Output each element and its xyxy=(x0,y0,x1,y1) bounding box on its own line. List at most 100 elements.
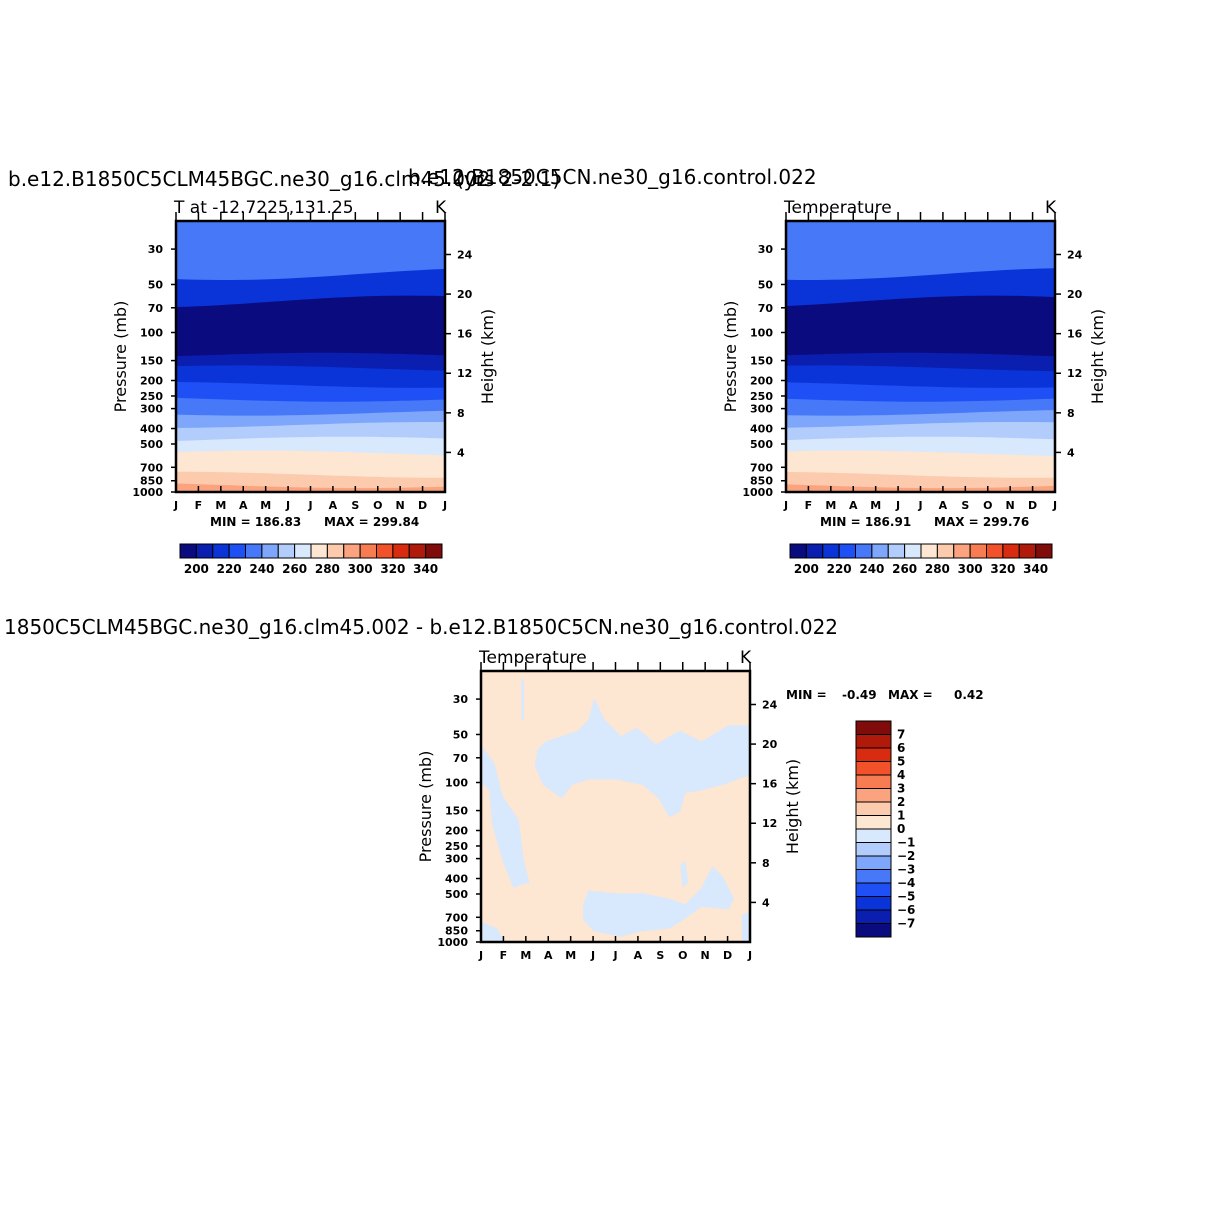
left-min-label: MIN = 186.83 xyxy=(210,515,301,529)
right-colorbar-box xyxy=(871,543,889,559)
right-min-label: MIN = 186.91 xyxy=(820,515,911,529)
diff-xtick-label: S xyxy=(656,949,664,962)
diff-htick-label: 4 xyxy=(762,896,770,909)
right-xtick-label: F xyxy=(805,499,813,512)
diff-colorbar-box xyxy=(855,923,892,938)
diff-colorbar-box xyxy=(855,747,892,762)
diff-xtick-label: M xyxy=(520,949,531,962)
right-ylabel-height: Height (km) xyxy=(1088,309,1107,404)
diff-ptick-label: 700 xyxy=(445,911,468,924)
right-field xyxy=(786,221,1055,492)
diff-colorbar-box xyxy=(855,761,892,776)
diff-negative-region xyxy=(741,911,750,942)
diff-colorbar-label: −4 xyxy=(897,876,915,890)
diff-colorbar-box xyxy=(855,774,892,789)
right-units: K xyxy=(1045,198,1057,218)
left-xtick-label: S xyxy=(351,499,359,512)
diff-colorbar-box xyxy=(855,909,892,924)
left-subtitle: T at -12.7225,131.25 xyxy=(173,198,354,218)
left-colorbar-box xyxy=(195,543,214,559)
right-run-title: b.e12.B1850C5CN.ne30_g16.control.022 xyxy=(408,165,817,189)
right-ptick-label: 400 xyxy=(750,423,773,436)
diff-colorbar-box xyxy=(855,828,892,843)
diff-colorbar-label: 5 xyxy=(897,755,905,769)
left-ptick-label: 700 xyxy=(140,461,163,474)
left-ptick-label: 250 xyxy=(140,390,163,403)
right-ptick-label: 50 xyxy=(758,278,774,291)
left-xtick-label: J xyxy=(307,499,312,512)
left-colorbar-box xyxy=(310,543,328,559)
right-colorbar-label: 260 xyxy=(892,562,917,576)
diff-min-value: -0.49 xyxy=(842,688,877,702)
right-colorbar-label: 280 xyxy=(925,562,950,576)
diff-colorbar-box xyxy=(855,842,892,857)
diff-colorbar-label: 4 xyxy=(897,768,905,782)
right-colorbar-box xyxy=(920,543,938,559)
diff-colorbar-box xyxy=(855,720,892,735)
right-xtick-label: N xyxy=(1006,499,1015,512)
diff-ptick-label: 500 xyxy=(445,888,468,901)
right-ptick-label: 30 xyxy=(758,243,774,256)
diff-colorbar-label: 1 xyxy=(897,809,905,823)
right-ptick-label: 300 xyxy=(750,403,773,416)
diff-panel: J F M A M J J A S O N D J305070100150200250300400500… xyxy=(416,648,984,962)
right-ptick-label: 850 xyxy=(750,475,773,488)
left-ptick-label: 850 xyxy=(140,475,163,488)
diff-ptick-label: 100 xyxy=(445,776,468,789)
right-ylabel-pressure: Pressure (mb) xyxy=(721,301,740,413)
right-max-label: MAX = 299.76 xyxy=(934,515,1029,529)
right-xtick-label: J xyxy=(783,499,788,512)
left-colorbar-label: 340 xyxy=(413,562,438,576)
diff-colorbar-box xyxy=(855,896,892,911)
left-ptick-label: 30 xyxy=(148,243,164,256)
diff-xtick-label: N xyxy=(701,949,710,962)
diff-xtick-label: A xyxy=(544,949,553,962)
left-xtick-label: M xyxy=(260,499,271,512)
right-htick-label: 24 xyxy=(1067,248,1083,261)
left-colorbar-box xyxy=(326,543,345,559)
right-colorbar-box xyxy=(969,543,987,559)
diff-colorbar-label: −3 xyxy=(897,863,915,877)
right-xtick-label: D xyxy=(1028,499,1037,512)
diff-ptick-label: 30 xyxy=(453,693,469,706)
diff-ptick-label: 300 xyxy=(445,853,468,866)
right-colorbar-box xyxy=(887,543,906,559)
right-colorbar-label: 200 xyxy=(794,562,819,576)
left-colorbar-box xyxy=(228,543,246,559)
left-units: K xyxy=(435,198,447,218)
left-ptick-label: 300 xyxy=(140,403,163,416)
diff-colorbar-label: −7 xyxy=(897,917,915,931)
left-xtick-label: O xyxy=(373,499,382,512)
diff-ptick-label: 70 xyxy=(453,752,469,765)
diff-colorbar-box xyxy=(855,855,892,870)
diff-colorbar-box xyxy=(855,882,892,897)
right-colorbar-box xyxy=(904,543,922,559)
right-htick-label: 12 xyxy=(1067,367,1082,380)
left-xtick-label: D xyxy=(418,499,427,512)
right-colorbar-box xyxy=(986,543,1004,559)
diff-colorbar-box xyxy=(855,869,892,884)
right-htick-label: 20 xyxy=(1067,288,1083,301)
diff-negative-region xyxy=(481,745,530,888)
diff-colorbar-label: −5 xyxy=(897,890,915,904)
right-colorbar-box xyxy=(789,543,807,559)
diff-colorbar-label: 2 xyxy=(897,795,905,809)
left-htick-label: 12 xyxy=(457,367,472,380)
left-colorbar-label: 200 xyxy=(184,562,209,576)
diff-ptick-label: 850 xyxy=(445,925,468,938)
left-htick-label: 16 xyxy=(457,328,473,341)
right-colorbar-label: 320 xyxy=(990,562,1015,576)
diff-field xyxy=(481,671,750,942)
left-colorbar-box xyxy=(277,543,296,559)
right-colorbar-box xyxy=(1002,543,1020,559)
right-ptick-label: 100 xyxy=(750,326,773,339)
left-colorbar-box xyxy=(294,543,312,559)
left-ptick-label: 100 xyxy=(140,326,163,339)
left-ptick-label: 150 xyxy=(140,355,163,368)
right-xtick-label: M xyxy=(825,499,836,512)
right-ptick-label: 700 xyxy=(750,461,773,474)
diff-ptick-label: 1000 xyxy=(437,936,468,949)
right-colorbar-box xyxy=(838,543,856,559)
right-xtick-label: A xyxy=(939,499,948,512)
diff-ptick-label: 250 xyxy=(445,840,468,853)
